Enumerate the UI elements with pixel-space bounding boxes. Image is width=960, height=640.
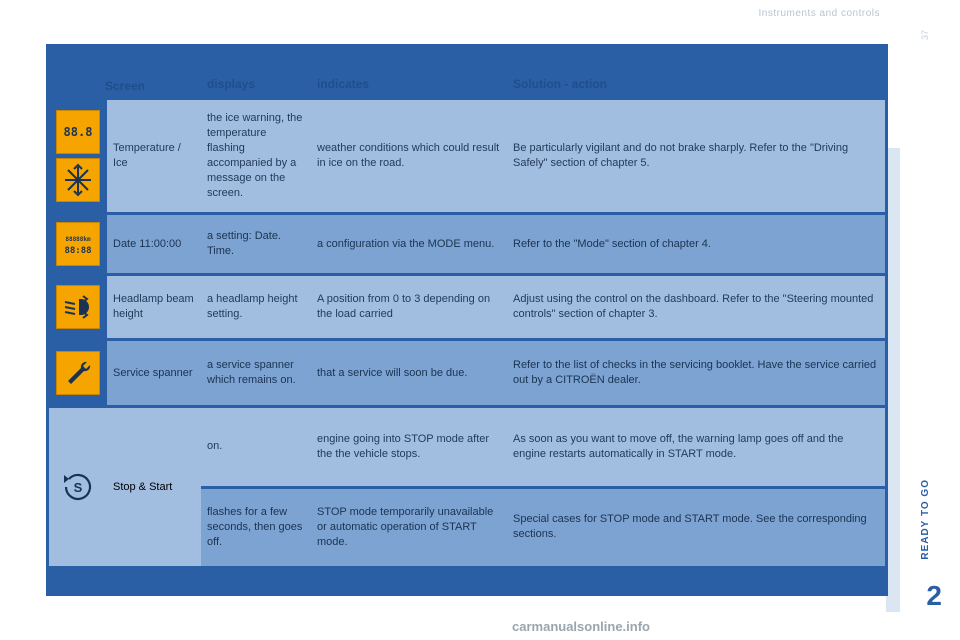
stop-start-icon: S [56,465,100,509]
table-row: 88888km 88:88 Date 11:00:00 a setting: D… [49,215,885,273]
header-indicates: indicates [311,47,507,97]
svg-text:S: S [74,480,83,495]
date-time-icon: 88888km 88:88 [56,222,100,266]
page-number: 37 [920,30,930,40]
name-cell: Temperature / Ice [107,100,201,212]
icon-cell [49,341,107,405]
icon-cell [49,276,107,338]
headlamp-beam-icon [56,285,100,329]
indicates-cell: engine going into STOP mode after the th… [311,408,507,486]
indicates-cell: A position from 0 to 3 depending on the … [311,276,507,338]
header-displays-label: displays [207,77,255,91]
indicates-cell: a configuration via the MODE menu. [311,215,507,273]
table-header-row: Screen displays indicates Solution - act… [49,47,885,97]
footer-watermark: carmanualsonline.info [512,619,650,634]
table-row: 88.8 Temperature / Ice the ice warning, … [49,100,885,212]
header-screen-label: Screen [105,79,145,93]
chapter-number: 2 [926,580,942,612]
icon-cell: 88.8 [49,100,107,212]
name-cell: Date 11:00:00 [107,215,201,273]
solution-cell: Special cases for STOP mode and START mo… [507,489,885,567]
indicates-cell: that a service will soon be due. [311,341,507,405]
displays-cell: a service spanner which remains on. [201,341,311,405]
breadcrumb: Instruments and controls [759,8,881,19]
name-cell: Headlamp beam height [107,276,201,338]
header-indicates-label: indicates [317,77,369,91]
icon-cell: S [49,408,107,566]
side-decoration [886,148,900,612]
table-row: Headlamp beam height a headlamp height s… [49,276,885,338]
svg-text:88888km: 88888km [65,236,91,243]
svg-text:88:88: 88:88 [64,246,91,256]
header-solution-label: Solution - action [513,77,607,91]
displays-cell: a headlamp height setting. [201,276,311,338]
displays-cell: flashes for a few seconds, then goes off… [201,489,311,567]
solution-cell: Be particularly vigilant and do not brak… [507,100,885,212]
indicates-cell: weather conditions which could result in… [311,100,507,212]
header-displays: displays [201,47,311,97]
temperature-digits-icon: 88.8 [56,110,100,154]
name-cell: Service spanner [107,341,201,405]
solution-cell: Adjust using the control on the dashboar… [507,276,885,338]
svg-text:88.8: 88.8 [64,125,93,139]
displays-cell: a setting: Date. Time. [201,215,311,273]
name-cell: Stop & Start [107,408,201,566]
displays-cell: on. [201,408,311,486]
solution-cell: Refer to the list of checks in the servi… [507,341,885,405]
table-row: S Stop & Start on. engine going into STO… [49,408,885,566]
solution-cell: As soon as you want to move off, the war… [507,408,885,486]
snowflake-icon [56,158,100,202]
page: Instruments and controls 37 READY TO GO … [0,0,960,640]
header-screen: Screen [49,47,201,97]
icon-cell: 88888km 88:88 [49,215,107,273]
solution-cell: Refer to the "Mode" section of chapter 4… [507,215,885,273]
warning-table: Screen displays indicates Solution - act… [46,44,888,596]
spanner-icon [56,351,100,395]
indicates-cell: STOP mode temporarily unavailable or aut… [311,489,507,567]
header-solution: Solution - action [507,47,885,97]
displays-cell: the ice warning, the temperature flashin… [201,100,311,212]
section-tab: READY TO GO [920,479,940,560]
table-row: Service spanner a service spanner which … [49,341,885,405]
